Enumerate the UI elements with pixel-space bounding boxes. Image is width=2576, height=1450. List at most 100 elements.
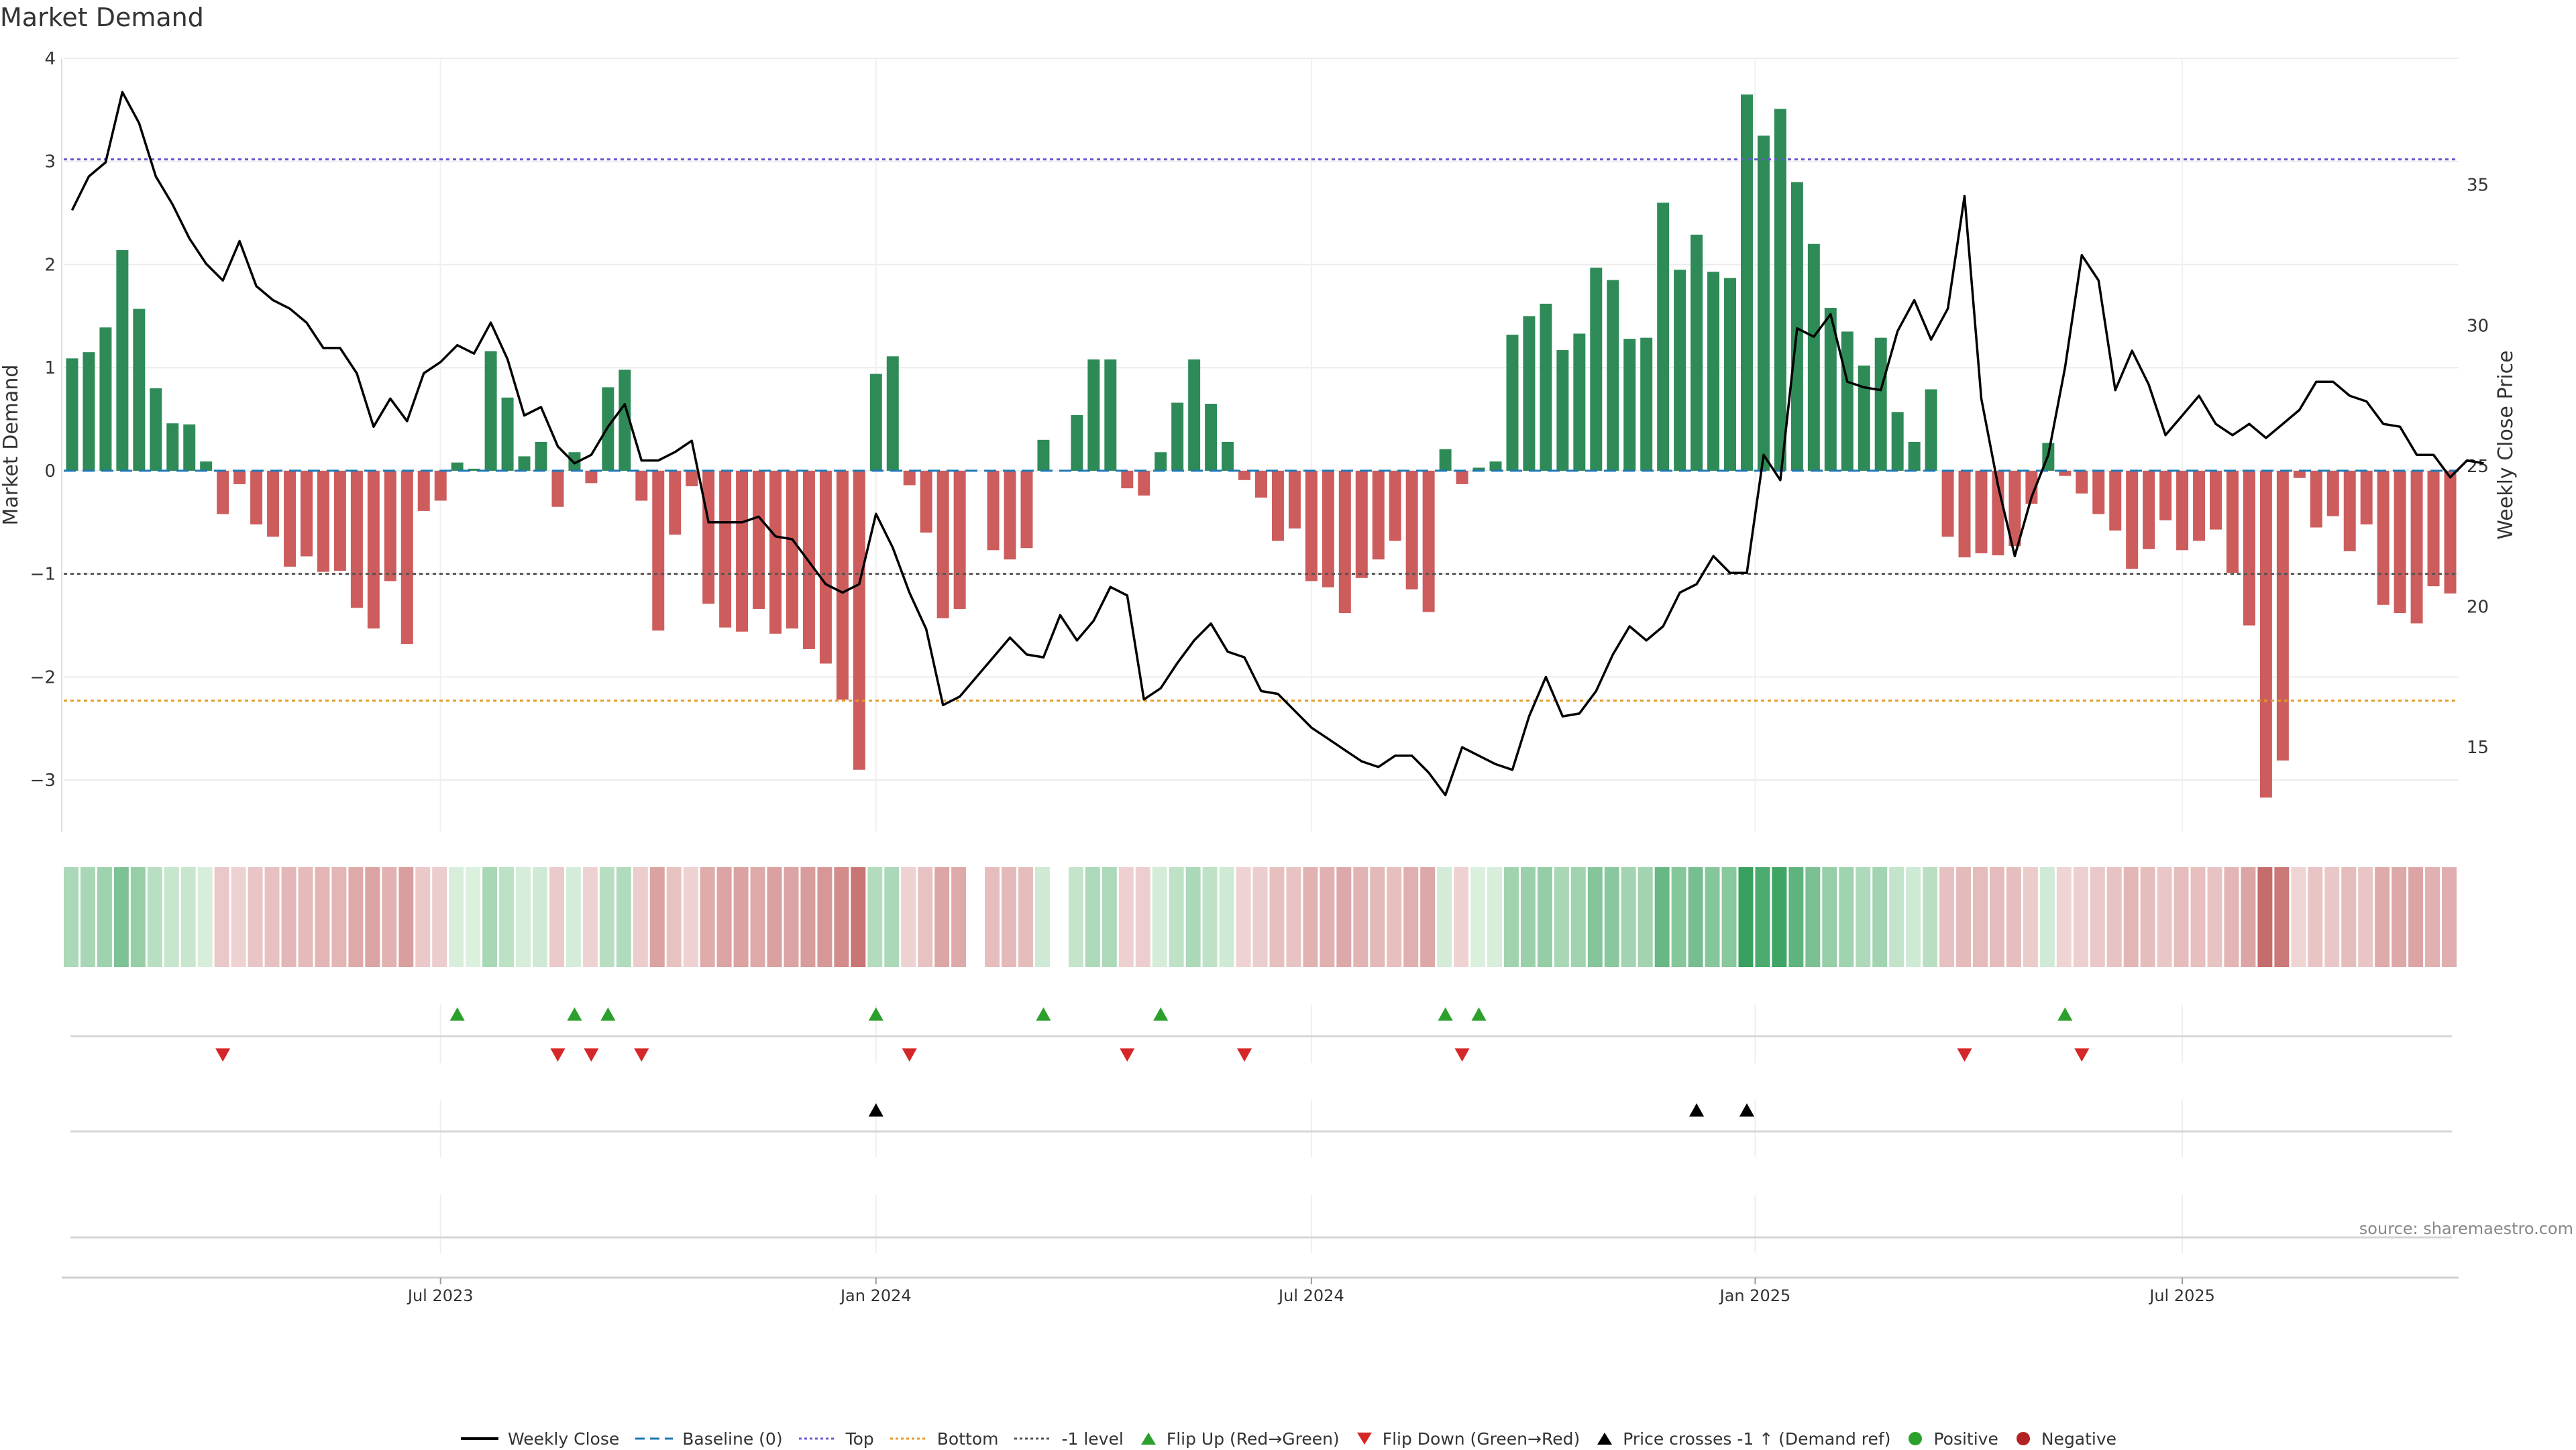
line-dashed-icon: [635, 1437, 674, 1440]
triangle-up-icon: [1140, 1433, 1156, 1445]
heat-cell: [1420, 867, 1436, 967]
heat-cell: [1336, 867, 1352, 967]
heat-cell: [1034, 867, 1050, 967]
heat-cell: [348, 867, 364, 967]
x-tick-label: Jul 2024: [1277, 1286, 1344, 1305]
demand-bar: [1305, 470, 1318, 581]
demand-bar: [501, 397, 514, 471]
heat-cell: [1387, 867, 1402, 967]
heat-cell: [147, 867, 162, 967]
flip-up-marker: [600, 1007, 616, 1021]
demand-bar: [551, 470, 564, 507]
demand-bar: [2326, 470, 2339, 516]
demand-bar: [384, 470, 396, 581]
y-axis-label: Market Demand: [0, 365, 23, 526]
demand-bar: [2377, 470, 2390, 605]
heat-cell: [1755, 867, 1770, 967]
y-tick-label: 2: [44, 255, 56, 275]
demand-bar: [83, 352, 95, 471]
heat-cell: [1939, 867, 1955, 967]
demand-bar: [284, 470, 297, 567]
heat-cell: [1805, 867, 1821, 967]
heat-cell: [1872, 867, 1888, 967]
demand-bar: [1790, 182, 1803, 471]
heat-cell: [1169, 867, 1184, 967]
demand-bar: [1941, 470, 1954, 537]
y2-tick-label: 25: [2467, 457, 2489, 477]
heat-cell: [2140, 867, 2155, 967]
demand-bar: [1640, 337, 1653, 471]
demand-bar: [719, 470, 732, 628]
y-tick-label: 0: [44, 461, 56, 482]
demand-bar: [1874, 337, 1887, 471]
heat-cell: [817, 867, 833, 967]
demand-bar: [2394, 470, 2406, 614]
heat-cell: [1152, 867, 1167, 967]
demand-bar: [116, 249, 129, 471]
demand-bar: [1405, 470, 1418, 590]
legend-negative: Negative: [2013, 1429, 2116, 1449]
heat-cell: [1219, 867, 1234, 967]
demand-bar: [350, 470, 363, 608]
heat-cell: [1437, 867, 1452, 967]
demand-bar: [1338, 470, 1351, 614]
heat-cell: [281, 867, 297, 967]
heat-cell: [1638, 867, 1653, 967]
demand-bar: [1004, 470, 1016, 560]
demand-bar: [568, 452, 581, 471]
flip-down-marker: [584, 1048, 599, 1062]
legend-flip-up: Flip Up (Red→Green): [1138, 1429, 1340, 1449]
demand-bar: [2226, 470, 2239, 573]
heat-cell: [382, 867, 397, 967]
demand-bar: [1506, 335, 1519, 471]
heat-cell: [1705, 867, 1720, 967]
demand-bar: [1992, 470, 2004, 555]
y2-axis-label: Weekly Close Price: [2494, 350, 2518, 539]
demand-bar: [150, 388, 162, 471]
dot-icon: [2016, 1432, 2030, 1445]
y-tick-label: −2: [30, 667, 56, 687]
demand-bar: [1891, 412, 1904, 471]
heat-cell: [1236, 867, 1251, 967]
heat-cell: [1135, 867, 1150, 967]
demand-bar: [301, 470, 313, 557]
demand-bar: [133, 309, 146, 471]
heat-cell: [834, 867, 849, 967]
heat-cell: [214, 867, 229, 967]
demand-bar: [417, 470, 430, 511]
demand-bar: [1472, 467, 1485, 471]
demand-bar: [920, 470, 932, 533]
demand-bar: [2427, 470, 2440, 587]
source-note: source: sharemaestro.com: [2359, 1219, 2573, 1238]
demand-bar: [2176, 470, 2189, 551]
heat-cell: [432, 867, 447, 967]
line-dotted-icon: [1014, 1437, 1053, 1440]
demand-bar: [468, 468, 480, 471]
heat-cell: [1470, 867, 1486, 967]
demand-bar: [1372, 470, 1385, 560]
heat-cell: [315, 867, 330, 967]
demand-bar: [619, 370, 631, 471]
demand-bar: [1422, 470, 1435, 612]
price-cross-marker: [1689, 1103, 1705, 1117]
heat-cell: [800, 867, 816, 967]
heat-cell: [851, 867, 866, 967]
heat-cell: [1487, 867, 1502, 967]
y2-tick-label: 15: [2467, 738, 2489, 758]
demand-bar: [1037, 439, 1050, 471]
demand-bar: [1740, 94, 1753, 471]
flip-down-marker: [1454, 1048, 1470, 1062]
demand-bar: [233, 470, 246, 484]
flip-down-marker: [215, 1048, 231, 1062]
demand-bar: [2159, 470, 2172, 520]
heat-cell: [1721, 867, 1737, 967]
demand-bar: [1071, 414, 1083, 471]
demand-bar: [2143, 470, 2155, 549]
heat-cell: [2190, 867, 2206, 967]
demand-bar: [936, 470, 949, 618]
heat-cell: [599, 867, 614, 967]
heat-cell: [968, 867, 983, 967]
heat-cell: [1269, 867, 1285, 967]
heat-cell: [1688, 867, 1703, 967]
chart-title: Market Demand: [0, 3, 204, 32]
